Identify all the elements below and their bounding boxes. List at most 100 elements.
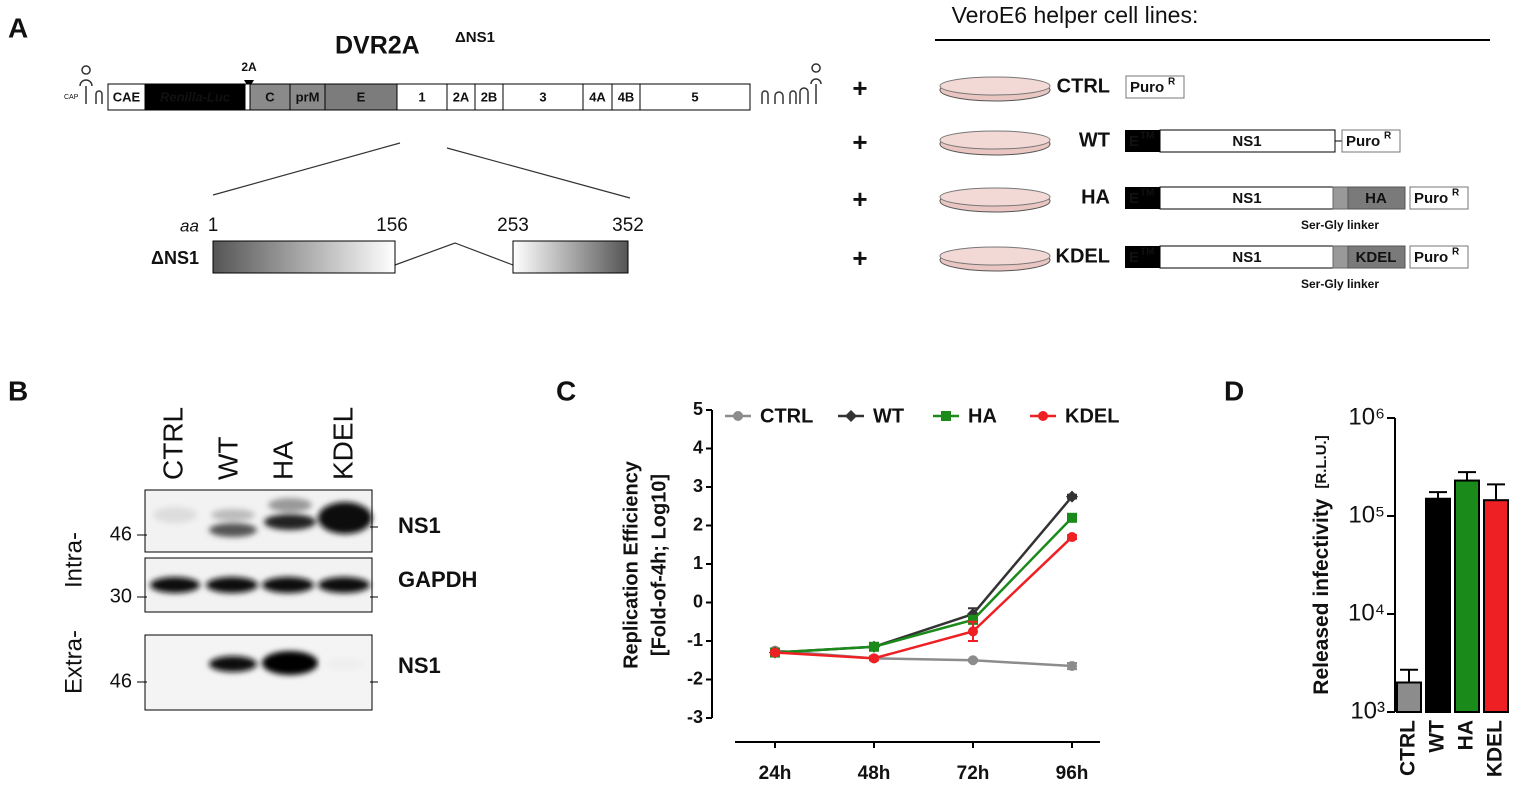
- cell-line: CTRL: [1057, 75, 1110, 97]
- tag: KDEL: [1356, 249, 1397, 266]
- layout: [79, 39, 1490, 711]
- cell-line: KDEL: [1056, 245, 1110, 267]
- construct-title: DVR2A: [335, 32, 420, 60]
- y-axis-label: Replication Efficiency: [620, 460, 642, 669]
- marker-ticks: [137, 526, 378, 683]
- mw-marker: 30: [110, 585, 132, 607]
- genome-segment: [639, 83, 751, 111]
- x-tick-label: 72h: [957, 763, 990, 784]
- x-tick-label: 96h: [1056, 763, 1089, 784]
- y-tick-label: -2: [687, 668, 703, 688]
- marker: [941, 411, 951, 421]
- panel-label: B: [8, 375, 28, 406]
- ns1: NS1: [1232, 133, 1261, 150]
- aa-label: aa: [180, 216, 199, 235]
- puro-box: [1341, 129, 1401, 153]
- y-tick-label: 5: [693, 399, 703, 419]
- puro-box: [1125, 75, 1185, 99]
- cell-line: HA: [1081, 186, 1110, 208]
- lane-label: WT: [212, 436, 243, 480]
- legend-label: HA: [968, 405, 997, 427]
- etm-sup: TM: [1140, 247, 1154, 258]
- band-label: NS1: [398, 653, 441, 678]
- genome-segment: [324, 83, 398, 111]
- series-line: [774, 495, 1073, 654]
- marker: [1067, 512, 1077, 523]
- bar: [1396, 681, 1422, 714]
- tag-box: [1347, 245, 1406, 269]
- marker: [968, 655, 978, 666]
- lane-label: CTRL: [157, 407, 188, 480]
- marker: [1038, 411, 1048, 421]
- y-tick-label: 1: [693, 553, 703, 573]
- mw-marker: 46: [110, 670, 132, 692]
- puro-sup: R: [1452, 188, 1460, 199]
- y-tick-label: -3: [687, 707, 703, 727]
- panel-label: D: [1224, 375, 1244, 406]
- linker-label: Ser-Gly linker: [1301, 218, 1379, 232]
- error-bar: [1458, 471, 1476, 481]
- segment-label: prM: [296, 89, 320, 104]
- etm-sup: TM: [1140, 131, 1154, 142]
- x-tick-label: HA: [1455, 720, 1478, 750]
- y-tick-label: 4: [693, 437, 703, 457]
- lane-label: KDEL: [327, 407, 358, 480]
- segment-label: 2B: [481, 89, 498, 104]
- error-bar: [1400, 668, 1418, 683]
- plus: +: [852, 184, 867, 214]
- genome-segment: [144, 83, 246, 111]
- series-line: [774, 536, 1073, 660]
- etm: E: [1129, 133, 1139, 150]
- x-tick-label: CTRL: [1397, 720, 1420, 776]
- marker: [1066, 490, 1078, 503]
- ns1: NS1: [1232, 190, 1261, 207]
- genome-segment: [249, 83, 291, 111]
- marker: [1067, 661, 1077, 672]
- dish-rim: [939, 76, 1051, 96]
- genome-segment: [502, 83, 584, 111]
- lane-label: HA: [267, 441, 298, 480]
- y-axis-label-text: Released infectivity: [1310, 498, 1333, 694]
- y-tick-label: 10³: [1350, 697, 1385, 724]
- etm: E: [1129, 249, 1139, 266]
- legend-label: KDEL: [1065, 405, 1119, 427]
- marker: [733, 411, 743, 421]
- zoom-lines: [212, 142, 631, 266]
- y-axis-label: Released infectivity [R.L.U.]: [1310, 435, 1333, 694]
- etm-box: [1125, 187, 1160, 209]
- puro: Puro: [1346, 133, 1380, 150]
- puro-box: [1409, 186, 1469, 210]
- marker: [869, 641, 879, 652]
- group-label: Extra-: [60, 630, 87, 694]
- stem-loops: [79, 63, 822, 104]
- segment-label: 4A: [589, 89, 606, 104]
- plus: +: [852, 243, 867, 273]
- blot: [144, 634, 373, 711]
- genome-gap: [244, 83, 251, 111]
- puro-box: [1409, 245, 1469, 269]
- segment-label: C: [265, 89, 275, 104]
- puro: Puro: [1130, 79, 1164, 96]
- tag-box: [1347, 186, 1406, 210]
- tag: HA: [1365, 190, 1387, 207]
- legend-label: CTRL: [760, 405, 813, 427]
- dish-rim: [939, 246, 1051, 266]
- aa-position: 352: [612, 215, 644, 236]
- cell-line: WT: [1079, 129, 1110, 151]
- y-tick-label: 2: [693, 514, 703, 534]
- linker-label: Ser-Gly linker: [1301, 277, 1379, 291]
- genome-segment: [446, 83, 476, 111]
- puro-sup: R: [1168, 77, 1176, 88]
- band-label: GAPDH: [398, 567, 477, 592]
- marker: [968, 626, 978, 637]
- puro: Puro: [1414, 249, 1448, 266]
- y-tick-label: 0: [693, 591, 703, 611]
- segment-label: 1: [418, 89, 425, 104]
- y-axis-unit: [R.L.U.]: [1313, 435, 1330, 488]
- plus: +: [852, 127, 867, 157]
- etm-box: [1125, 130, 1160, 152]
- ns1-part: [212, 240, 396, 274]
- segment-label: 3: [539, 89, 546, 104]
- legend-label: WT: [873, 405, 904, 427]
